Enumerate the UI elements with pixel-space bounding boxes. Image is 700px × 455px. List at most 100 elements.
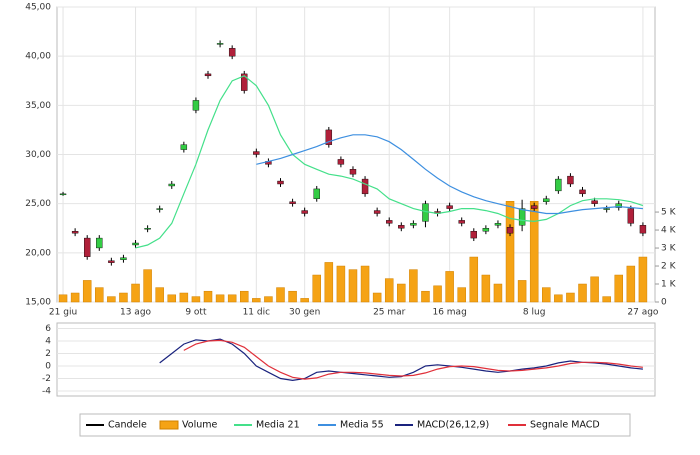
candle-body (192, 100, 200, 111)
candle-body (603, 208, 610, 210)
candle-body (180, 144, 188, 150)
candle-body (386, 220, 393, 224)
volume-bar (445, 271, 454, 303)
macd-panel (56, 322, 656, 397)
volume-bar (469, 256, 479, 303)
candle-body (216, 43, 224, 45)
legend-label: Media 55 (340, 420, 384, 431)
volume-bar (421, 290, 430, 303)
y2-tick-label: 4 K (661, 226, 677, 236)
legend-items: Candele Volume Media 21 Media 55 MACD(26,12,… (86, 420, 600, 431)
volume-bar (252, 298, 261, 303)
volume-bar (179, 292, 189, 303)
y-tick-label: 4 (45, 337, 51, 347)
series-line (183, 339, 643, 380)
volume-bar (276, 287, 285, 303)
legend-swatch (159, 420, 179, 430)
y-tick-label: 40,00 (25, 52, 51, 62)
candle-body (71, 230, 79, 234)
volume-bar (529, 201, 539, 303)
candle-body (494, 223, 502, 226)
candle-body (591, 200, 598, 204)
candle-body (289, 201, 296, 204)
candle-body (530, 205, 538, 209)
y-tick-label: 20,00 (25, 248, 51, 258)
volume-bar (493, 283, 503, 303)
y-tick-label: 6 (45, 324, 51, 334)
legend-label: Segnale MACD (530, 420, 600, 431)
volume-bar (626, 265, 636, 303)
volume-bar (638, 256, 648, 303)
candle-body (482, 228, 490, 232)
volume-bar (517, 280, 527, 303)
candle-body (108, 260, 115, 263)
candle-body (241, 73, 248, 91)
volume-bar (215, 294, 225, 303)
series-line (256, 134, 643, 215)
volume-bar (167, 294, 177, 303)
candle-body (144, 228, 151, 230)
volume-bar (372, 292, 382, 303)
volume-bar (360, 265, 370, 303)
candle-body (470, 230, 477, 239)
volume-bar (409, 269, 418, 303)
volume-bar (131, 283, 140, 303)
candle-body (361, 178, 369, 195)
x-tick-label: 21 giu (49, 308, 77, 318)
volume-bar (481, 274, 491, 303)
legend (79, 413, 631, 437)
legend-label: Media 21 (256, 420, 300, 431)
volume-bar (191, 296, 201, 303)
candle-body (301, 210, 308, 214)
candle-body (337, 159, 345, 165)
volume-bar (82, 280, 92, 303)
candle-body (59, 193, 67, 196)
candle-body (567, 175, 574, 185)
candle-body (156, 208, 163, 210)
volume-bar (542, 287, 551, 303)
x-tick-label: 11 dic (243, 308, 271, 318)
volume-bar (336, 265, 346, 303)
candle-body (639, 225, 647, 234)
candle-body (96, 237, 103, 249)
volume-bar (119, 292, 128, 303)
candle-body (410, 223, 417, 226)
volume-bar (397, 283, 406, 303)
y-tick-label: 35,00 (25, 101, 51, 111)
y2-tick-label: 0 (661, 298, 667, 308)
volume-bar (348, 269, 358, 303)
x-tick-label: 25 mar (373, 308, 406, 318)
volume-bar (566, 292, 575, 303)
candle-body (277, 180, 284, 185)
y-tick-label: 25,00 (25, 199, 51, 209)
y2-tick-label: 3 K (661, 244, 677, 254)
volume-bar (143, 269, 152, 303)
volume-bar (264, 296, 273, 303)
y2-tick-label: 2 K (661, 262, 677, 272)
volume-bar (300, 298, 309, 303)
candle-body (398, 225, 405, 229)
candle-body (615, 203, 622, 208)
candle-body (168, 183, 175, 187)
candle-body (422, 203, 429, 222)
volume-bar (70, 292, 80, 303)
volume-bar (505, 201, 515, 303)
volume-bar (384, 278, 394, 303)
x-tick-label: 9 ott (185, 308, 207, 318)
volume-bar (240, 290, 249, 303)
candle-body (325, 129, 333, 145)
volume-bar (203, 290, 213, 303)
volume-bar (95, 287, 104, 303)
y-tick-label: 15,00 (25, 298, 51, 308)
volume-bar (288, 290, 297, 303)
x-tick-label: 16 mag (432, 308, 466, 318)
candle-body (543, 198, 550, 202)
x-tick-label: 8 lug (523, 308, 546, 318)
candle-body (446, 205, 453, 209)
x-tick-label: 27 ago (627, 308, 659, 318)
y-tick-label: 45,00 (25, 3, 51, 13)
candle-body (228, 48, 236, 57)
y-tick-label: -4 (42, 387, 51, 397)
volume-bar (312, 274, 321, 303)
